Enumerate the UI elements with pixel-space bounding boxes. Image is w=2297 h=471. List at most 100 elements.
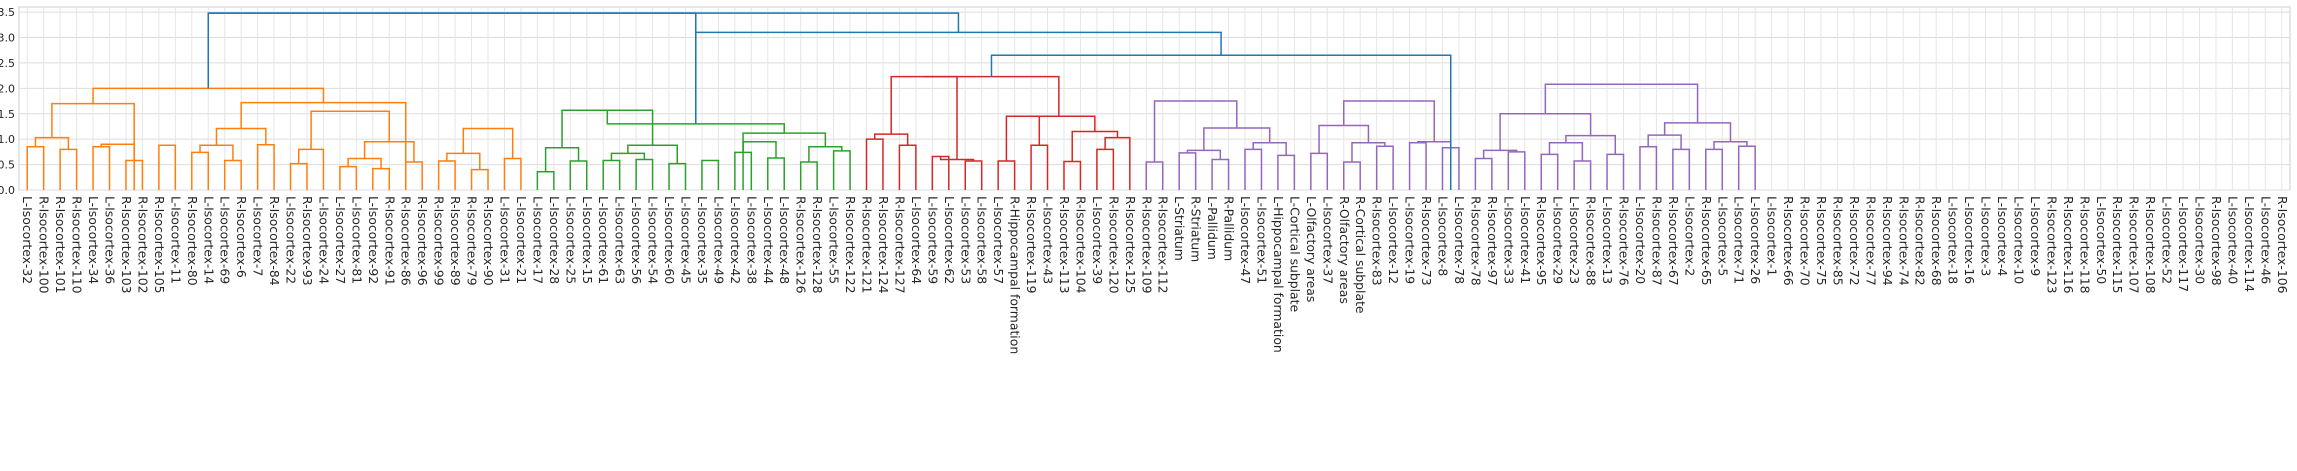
leaf-label: L-Isocortex-33: [1501, 196, 1516, 284]
y-tick-label: 2.5: [0, 57, 15, 70]
leaf-label: R-Isocortex-98: [2209, 196, 2224, 286]
leaf-label: R-Isocortex-118: [2077, 196, 2092, 294]
leaf-label: R-Isocortex-80: [185, 196, 200, 286]
dendrogram-link: [1737, 145, 1756, 190]
dendrogram-link: [865, 138, 884, 190]
leaf-label: L-Isocortex-44: [761, 196, 776, 284]
leaf-label: L-Hippocampal formation: [1271, 196, 1286, 353]
dendrogram-link: [990, 54, 1452, 190]
y-tick-label: 3.0: [0, 32, 15, 45]
leaf-label: R-Isocortex-120: [1106, 196, 1121, 294]
dendrogram-link: [1672, 148, 1691, 190]
leaf-label: R-Isocortex-85: [1830, 196, 1845, 286]
dendrogram-link: [1343, 100, 1436, 142]
leaf-label: R-Isocortex-119: [1024, 196, 1039, 294]
leaf-label: R-Isocortex-102: [135, 196, 150, 293]
leaf-label: L-Striatum: [1172, 196, 1187, 261]
leaf-label: R-Isocortex-72: [1847, 196, 1862, 286]
leaf-label: L-Isocortex-48: [777, 196, 792, 284]
dendrogram-link: [627, 144, 679, 164]
leaf-label: R-Isocortex-93: [300, 196, 315, 286]
leaf-label: L-Isocortex-1: [1765, 196, 1780, 276]
dendrogram-link: [191, 151, 209, 190]
dendrogram-link: [503, 157, 522, 190]
dendrogram-link: [1030, 144, 1049, 190]
leaf-label: L-Isocortex-35: [695, 196, 710, 284]
leaf-label: L-Isocortex-51: [1254, 196, 1269, 284]
leaf-label: R-Isocortex-65: [1699, 196, 1714, 286]
dendrogram-link: [1186, 149, 1222, 160]
leaf-label: L-Cortical subplate: [1287, 196, 1302, 312]
dendrogram-link: [1277, 154, 1296, 190]
leaf-label: R-Isocortex-115: [2110, 196, 2125, 293]
leaf-label: L-Isocortex-49: [711, 196, 726, 284]
leaf-label: L-Isocortex-62: [942, 196, 957, 284]
leaf-label: L-Isocortex-8: [1435, 196, 1450, 276]
y-tick-label: 0.0: [0, 184, 15, 197]
leaf-label: R-Isocortex-74: [1896, 196, 1911, 286]
dendrogram-link: [1507, 151, 1526, 190]
leaf-label: L-Isocortex-63: [613, 196, 628, 284]
dendrogram-link: [310, 110, 391, 150]
leaf-label: L-Isocortex-52: [2160, 196, 2175, 284]
leaf-label: L-Isocortex-47: [1238, 196, 1253, 284]
leaf-label: R-Pallidum: [1222, 196, 1237, 261]
leaf-label: L-Isocortex-45: [678, 196, 693, 284]
leaf-label: R-Isocortex-106: [2275, 196, 2290, 294]
dendrogram-link: [1318, 124, 1370, 154]
leaf-label: R-Isocortex-116: [2061, 196, 2076, 294]
dendrogram-link: [1153, 100, 1238, 163]
leaf-label: L-Isocortex-31: [497, 196, 512, 284]
y-tick-label: 2.0: [0, 82, 15, 95]
leaf-label: L-Isocortex-40: [2225, 196, 2240, 284]
leaf-label: R-Isocortex-79: [465, 196, 480, 286]
leaf-label: L-Isocortex-4: [1995, 196, 2010, 276]
leaf-label: R-Isocortex-68: [1929, 196, 1944, 286]
leaf-label: R-Isocortex-97: [1485, 196, 1500, 286]
leaf-label: R-Isocortex-89: [448, 196, 463, 286]
leaf-label: L-Isocortex-61: [596, 196, 611, 284]
leaf-label: L-Isocortex-3: [1979, 196, 1994, 276]
dendrogram-link: [1474, 157, 1493, 190]
grid: [18, 6, 2291, 191]
dendrogram-link: [924, 75, 1060, 117]
dendrogram-link: [606, 110, 785, 134]
leaf-label: L-Isocortex-16: [1962, 196, 1977, 284]
dendrogram-link: [1211, 158, 1230, 190]
leaf-label: R-Isocortex-86: [399, 196, 414, 286]
dendrogram-link: [1713, 140, 1748, 150]
leaf-label: L-Isocortex-21: [514, 196, 529, 284]
dendrogram-link: [1375, 145, 1394, 190]
leaf-label: L-Isocortex-81: [349, 196, 364, 284]
leaf-label: R-Striatum: [1189, 196, 1204, 262]
dendrogram-link: [1071, 130, 1119, 162]
leaf-label: L-Olfactory areas: [1304, 196, 1319, 302]
leaf-label: R-Isocortex-87: [1649, 196, 1664, 286]
leaf-label: R-Isocortex-73: [1419, 196, 1434, 286]
leaf-label: L-Isocortex-60: [662, 196, 677, 284]
leaf-label: R-Isocortex-113: [1057, 196, 1072, 293]
leaf-label: R-Isocortex-84: [267, 196, 282, 286]
leaf-label: L-Isocortex-12: [1386, 196, 1401, 284]
dendrogram-link: [997, 160, 1016, 190]
dendrogram-link: [289, 162, 308, 190]
dendrogram-link: [207, 12, 960, 89]
dendrogram-link: [158, 144, 177, 190]
leaf-label: R-Isocortex-128: [810, 196, 825, 294]
leaf-label: L-Isocortex-78: [1452, 196, 1467, 284]
dendrogram-link: [767, 157, 785, 190]
leaf-label: L-Isocortex-55: [827, 196, 842, 284]
leaf-label: L-Isocortex-11: [168, 196, 183, 284]
leaf-label: L-Isocortex-37: [1320, 196, 1335, 284]
leaf-label: R-Isocortex-107: [2127, 196, 2142, 293]
leaf-label: L-Isocortex-57: [991, 196, 1006, 284]
dendrogram-link: [34, 136, 70, 150]
leaf-label: R-Isocortex-105: [152, 196, 167, 293]
leaf-label: L-Isocortex-23: [1567, 196, 1582, 284]
leaf-label: R-Isocortex-104: [1073, 196, 1088, 294]
leaf-label: R-Isocortex-94: [1880, 196, 1895, 286]
leaf-label: L-Isocortex-25: [563, 196, 578, 284]
leaf-label: L-Isocortex-50: [2094, 196, 2109, 284]
dendrogram-link: [1310, 152, 1329, 190]
dendrogram-link: [1606, 153, 1625, 190]
